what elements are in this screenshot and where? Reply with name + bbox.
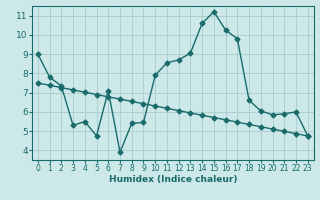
X-axis label: Humidex (Indice chaleur): Humidex (Indice chaleur) <box>108 175 237 184</box>
